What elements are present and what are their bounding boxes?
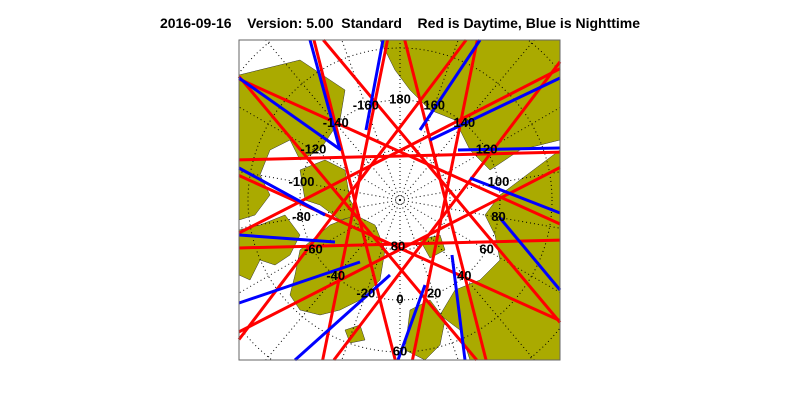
meridian-line <box>265 199 401 361</box>
latitude-label: 60 <box>393 343 407 358</box>
map-frame <box>238 39 561 361</box>
daytime-track <box>238 238 561 250</box>
daytime-track <box>238 150 561 162</box>
nighttime-track <box>450 254 467 361</box>
nighttime-track <box>238 233 336 244</box>
nighttime-track <box>293 273 392 362</box>
longitude-label: 100 <box>488 174 510 189</box>
nighttime-track <box>429 76 561 142</box>
nighttime-track <box>469 176 561 215</box>
date-label: 2016-09-16 <box>159 15 232 31</box>
longitude-label: -40 <box>326 268 345 283</box>
nighttime-track <box>238 260 361 305</box>
nighttime-track <box>238 76 342 152</box>
latitude-circle <box>240 40 272 72</box>
meridian-line <box>399 39 459 201</box>
longitude-label: 140 <box>453 115 475 130</box>
meridian-line <box>399 199 561 293</box>
orbit-tracks <box>237 39 562 362</box>
legend-note: Red is Daytime, Blue is Nighttime <box>417 15 641 31</box>
meridian-line <box>399 199 459 361</box>
version-label: Version: 5.00 <box>247 15 334 31</box>
longitude-label: -20 <box>356 285 375 300</box>
map-title: 2016-09-16 Version: 5.00 Standard Red is… <box>0 15 800 31</box>
product-label: Standard <box>341 15 402 31</box>
latitude-circle <box>299 99 501 301</box>
longitude-label: 20 <box>427 285 441 300</box>
meridian-line <box>341 39 401 201</box>
nighttime-track <box>364 39 385 131</box>
longitude-label: 60 <box>479 241 493 256</box>
land-svalbard <box>419 234 446 259</box>
meridian-line <box>238 199 401 229</box>
meridian-line <box>341 199 401 361</box>
daytime-track <box>403 39 488 361</box>
nighttime-track <box>418 39 482 131</box>
longitude-label: -100 <box>289 174 315 189</box>
longitude-label: -80 <box>292 209 311 224</box>
daytime-track <box>321 39 390 361</box>
longitude-label: -60 <box>304 241 323 256</box>
nighttime-track <box>238 166 326 217</box>
latitude-label: 80 <box>391 238 405 253</box>
land-scandinavia <box>404 299 446 361</box>
longitude-label: -120 <box>300 141 326 156</box>
daytime-track <box>238 174 561 322</box>
longitude-label: 40 <box>457 268 471 283</box>
meridian-line <box>238 171 401 201</box>
nighttime-track <box>498 217 562 291</box>
longitude-label: 120 <box>476 141 498 156</box>
nighttime-track <box>308 39 342 151</box>
longitude-label: 80 <box>491 209 505 224</box>
longitude-label: -160 <box>353 97 379 112</box>
longitude-label: -140 <box>323 115 349 130</box>
daytime-track <box>238 77 561 226</box>
longitude-label: 0 <box>396 291 403 306</box>
meridian-line <box>399 39 535 201</box>
longitude-label: 180 <box>389 91 411 106</box>
longitude-label: 160 <box>423 97 445 112</box>
nighttime-track <box>396 284 427 361</box>
meridian-line <box>238 106 401 201</box>
nighttime-track <box>457 146 561 152</box>
